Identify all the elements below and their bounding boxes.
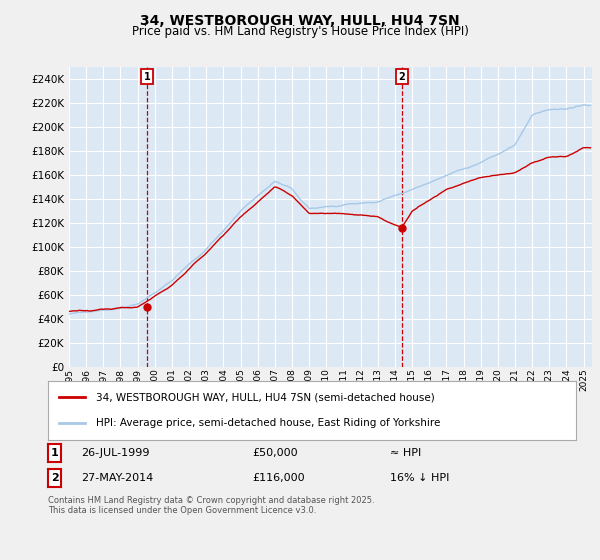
- Text: 2: 2: [398, 72, 406, 82]
- Text: 16% ↓ HPI: 16% ↓ HPI: [390, 473, 449, 483]
- Text: Price paid vs. HM Land Registry's House Price Index (HPI): Price paid vs. HM Land Registry's House …: [131, 25, 469, 38]
- Text: 34, WESTBOROUGH WAY, HULL, HU4 7SN: 34, WESTBOROUGH WAY, HULL, HU4 7SN: [140, 14, 460, 28]
- Text: £50,000: £50,000: [252, 448, 298, 458]
- Text: 1: 1: [51, 448, 58, 458]
- Text: 26-JUL-1999: 26-JUL-1999: [81, 448, 149, 458]
- Text: HPI: Average price, semi-detached house, East Riding of Yorkshire: HPI: Average price, semi-detached house,…: [95, 418, 440, 428]
- Text: Contains HM Land Registry data © Crown copyright and database right 2025.
This d: Contains HM Land Registry data © Crown c…: [48, 496, 374, 515]
- Text: 1: 1: [144, 72, 151, 82]
- Text: ≈ HPI: ≈ HPI: [390, 448, 421, 458]
- Text: £116,000: £116,000: [252, 473, 305, 483]
- Text: 27-MAY-2014: 27-MAY-2014: [81, 473, 153, 483]
- Text: 2: 2: [51, 473, 58, 483]
- Text: 34, WESTBOROUGH WAY, HULL, HU4 7SN (semi-detached house): 34, WESTBOROUGH WAY, HULL, HU4 7SN (semi…: [95, 392, 434, 402]
